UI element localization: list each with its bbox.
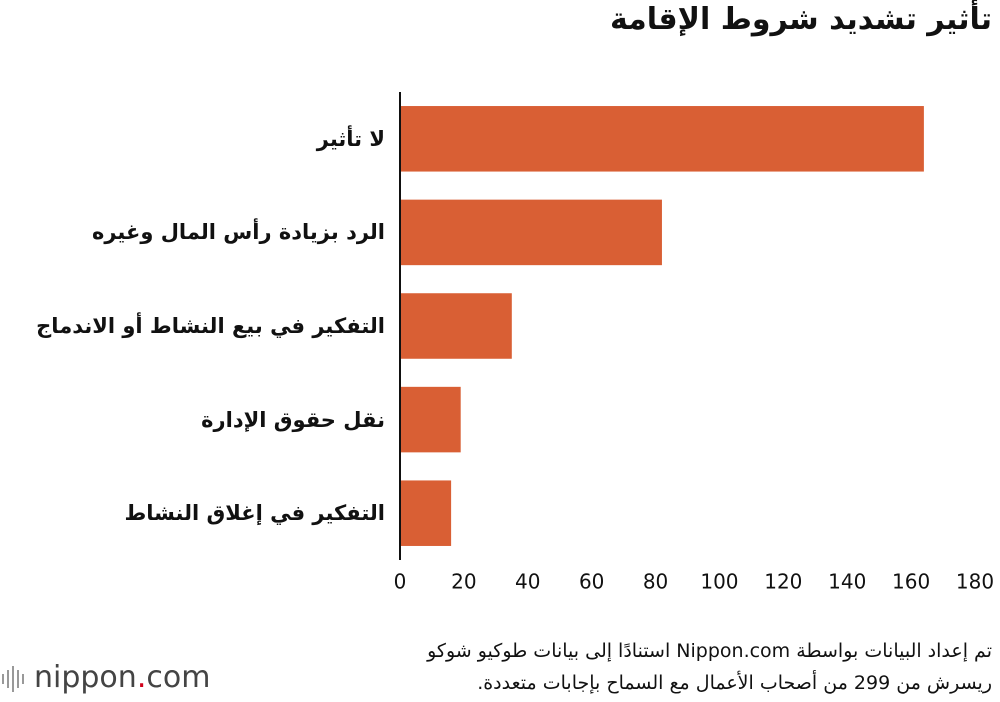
category-label: لا تأثير (316, 126, 385, 151)
x-tick-label: 100 (700, 570, 738, 594)
x-tick-label: 60 (579, 570, 604, 594)
logo[interactable]: nippon.com (8, 660, 210, 695)
footer-note: تم إعداد البيانات بواسطة Nippon.com استن… (427, 640, 992, 662)
footer-note: ريسرش من 299 من أصحاب الأعمال مع السماح … (477, 672, 992, 694)
logo-text: com (146, 660, 211, 695)
x-tick-label: 120 (764, 570, 802, 594)
x-tick-label: 160 (892, 570, 930, 594)
category-label: نقل حقوق الإدارة (201, 407, 385, 432)
bar (400, 293, 512, 359)
x-tick-label: 140 (828, 570, 866, 594)
category-label: الرد بزيادة رأس المال وغيره (91, 220, 385, 245)
category-label: التفكير في إغلاق النشاط (124, 501, 385, 526)
logo-icon (2, 666, 24, 692)
bar (400, 480, 452, 546)
chart: 0 20 40 60 80 100 120 140 160 180 (394, 92, 994, 594)
x-tick-label: 40 (515, 570, 540, 594)
bar (400, 106, 924, 172)
x-tick-label: 0 (394, 570, 407, 594)
logo-dot: . (136, 660, 147, 695)
bar (400, 386, 461, 453)
bar (400, 199, 662, 266)
chart-title: تأثير تشديد شروط الإقامة (609, 2, 992, 37)
category-label: التفكير في بيع النشاط أو الاندماج (36, 314, 385, 338)
x-tick-label: 80 (643, 570, 668, 594)
x-tick-label: 20 (451, 570, 476, 594)
logo-text: nippon (34, 660, 137, 695)
x-tick-label: 180 (956, 570, 994, 594)
